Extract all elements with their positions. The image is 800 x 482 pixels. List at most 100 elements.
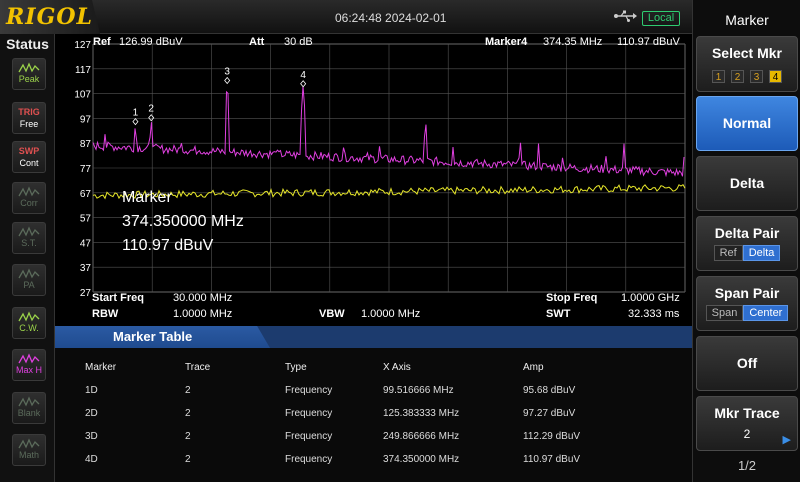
marker-table-header-row: Marker Trace Type X Axis Amp — [85, 356, 633, 379]
off-button[interactable]: Off — [696, 336, 798, 391]
marker-select-1[interactable]: 1 — [712, 70, 725, 83]
y-tick-label: 27 — [80, 288, 92, 299]
status-s-t-button[interactable]: S.T. — [12, 222, 46, 254]
marker-number-label: 3 — [224, 66, 230, 77]
status-corr-button[interactable]: Corr — [12, 182, 46, 214]
y-tick-label: 87 — [80, 139, 92, 150]
status-title: Status — [6, 36, 49, 52]
marker-select-4[interactable]: 4 — [769, 70, 782, 83]
table-cell: 97.27 dBuV — [523, 408, 576, 419]
table-row[interactable]: 4D 2 Frequency 374.350000 MHz 110.97 dBuV — [85, 448, 633, 471]
y-tick-label: 37 — [80, 263, 92, 274]
status-label: Blank — [17, 408, 41, 418]
marker-select-3[interactable]: 3 — [750, 70, 763, 83]
y-axis-ticks: 127 117 107 97 87 77 67 57 47 37 27 — [74, 40, 91, 299]
span-pair-option-center[interactable]: Center — [743, 305, 789, 321]
marker-table: Marker Trace Type X Axis Amp 1D 2 Frequency 99.… — [55, 348, 692, 482]
normal-button[interactable]: Normal — [696, 96, 798, 151]
status-c-w-button[interactable]: C.W. — [12, 307, 46, 339]
status-label-bottom: Free — [19, 119, 39, 129]
start-freq-value: 30.000 MHz — [173, 292, 233, 304]
column-header-trace: Trace — [185, 362, 211, 373]
table-row[interactable]: 1D 2 Frequency 99.516666 MHz 95.68 dBuV — [85, 379, 633, 402]
status-blank-button[interactable]: Blank — [12, 392, 46, 424]
span-pair-label: Span Pair — [714, 285, 780, 301]
active-marker-frequency: 374.35 MHz — [543, 36, 603, 48]
marker-diamond — [300, 80, 307, 88]
status-swp-button[interactable]: SWP Cont — [12, 141, 46, 173]
active-marker-label: Marker4 — [485, 36, 528, 48]
marker-diamond — [132, 118, 139, 126]
span-pair-button[interactable]: Span Pair Span Center — [696, 276, 798, 331]
rbw-value: 1.0000 MHz — [173, 308, 233, 320]
delta-button[interactable]: Delta — [696, 156, 798, 211]
active-marker-amplitude: 110.97 dBuV — [617, 36, 680, 48]
marker-trace-value: 2 — [743, 427, 751, 441]
ref-level-label: Ref — [93, 36, 111, 48]
y-tick-label: 127 — [74, 40, 91, 51]
waveform-icon — [18, 186, 40, 197]
table-cell: 110.97 dBuV — [523, 454, 581, 465]
waveform-icon — [18, 438, 40, 449]
arrow-right-icon: ▶ — [782, 434, 791, 446]
status-label: Math — [18, 450, 39, 460]
marker-number-label: 2 — [148, 104, 154, 115]
span-pair-toggle: Span Center — [697, 301, 797, 321]
y-tick-label: 67 — [80, 189, 92, 200]
table-cell: 3D — [85, 431, 98, 442]
y-tick-label: 107 — [74, 90, 91, 101]
marker-select-2[interactable]: 2 — [731, 70, 744, 83]
waveform-icon — [18, 226, 40, 237]
status-label-top: TRIG — [18, 107, 40, 117]
status-max-h-button[interactable]: Max H — [12, 349, 46, 381]
column-header-amp: Amp — [523, 362, 544, 373]
status-trig-button[interactable]: TRIG Free — [12, 102, 46, 134]
table-row[interactable]: 3D 2 Frequency 249.866666 MHz 112.29 dBuV — [85, 425, 633, 448]
trace-1-line — [92, 183, 686, 200]
off-label: Off — [736, 355, 758, 371]
marker-table-tab[interactable] — [55, 326, 270, 348]
status-label: C.W. — [19, 323, 39, 333]
delta-pair-button[interactable]: Delta Pair Ref Delta — [696, 216, 798, 271]
normal-label: Normal — [722, 115, 772, 131]
y-tick-label: 57 — [80, 214, 92, 225]
waveform-icon — [18, 396, 40, 407]
waveform-icon — [18, 311, 40, 322]
datetime: 06:24:48 2024-02-01 — [335, 11, 447, 25]
table-cell: 2 — [185, 408, 191, 419]
vbw-label: VBW — [319, 308, 345, 320]
status-label-top: SWP — [18, 146, 40, 156]
marker-trace-button[interactable]: Mkr Trace 2 ▶ — [696, 396, 798, 451]
trace-2-line — [92, 86, 685, 178]
status-peak-button[interactable]: Peak — [12, 58, 46, 90]
table-cell: 249.866666 MHz — [383, 431, 460, 442]
table-cell: Frequency — [285, 431, 333, 442]
marker-table-title: Marker Table — [113, 329, 193, 344]
delta-pair-option-delta[interactable]: Delta — [742, 245, 781, 261]
marker-diamond — [148, 114, 155, 122]
status-math-button[interactable]: Math — [12, 434, 46, 466]
table-cell: 2 — [185, 454, 191, 465]
table-cell: Frequency — [285, 385, 333, 396]
delta-label: Delta — [729, 175, 765, 191]
ref-level-value: 126.99 dBuV — [119, 36, 183, 48]
y-tick-label: 117 — [75, 65, 91, 76]
table-cell: 2 — [185, 431, 191, 442]
table-row[interactable]: 2D 2 Frequency 125.383333 MHz 97.27 dBuV — [85, 402, 633, 425]
delta-pair-option-ref[interactable]: Ref — [713, 245, 743, 261]
status-label-bottom: Cont — [19, 158, 39, 168]
table-cell: 4D — [85, 454, 98, 465]
table-cell: 374.350000 MHz — [383, 454, 460, 465]
y-tick-label: 77 — [80, 164, 92, 175]
table-cell: 1D — [85, 385, 98, 396]
column-header-x-axis: X Axis — [383, 362, 411, 373]
waveform-icon — [18, 353, 40, 364]
swt-value: 32.333 ms — [628, 308, 680, 320]
span-pair-option-span[interactable]: Span — [705, 305, 744, 321]
swt-label: SWT — [546, 308, 571, 320]
y-tick-label: 97 — [80, 114, 92, 125]
table-cell: 112.29 dBuV — [523, 431, 581, 442]
status-label: Corr — [20, 198, 38, 208]
status-pa-button[interactable]: PA — [12, 264, 46, 296]
